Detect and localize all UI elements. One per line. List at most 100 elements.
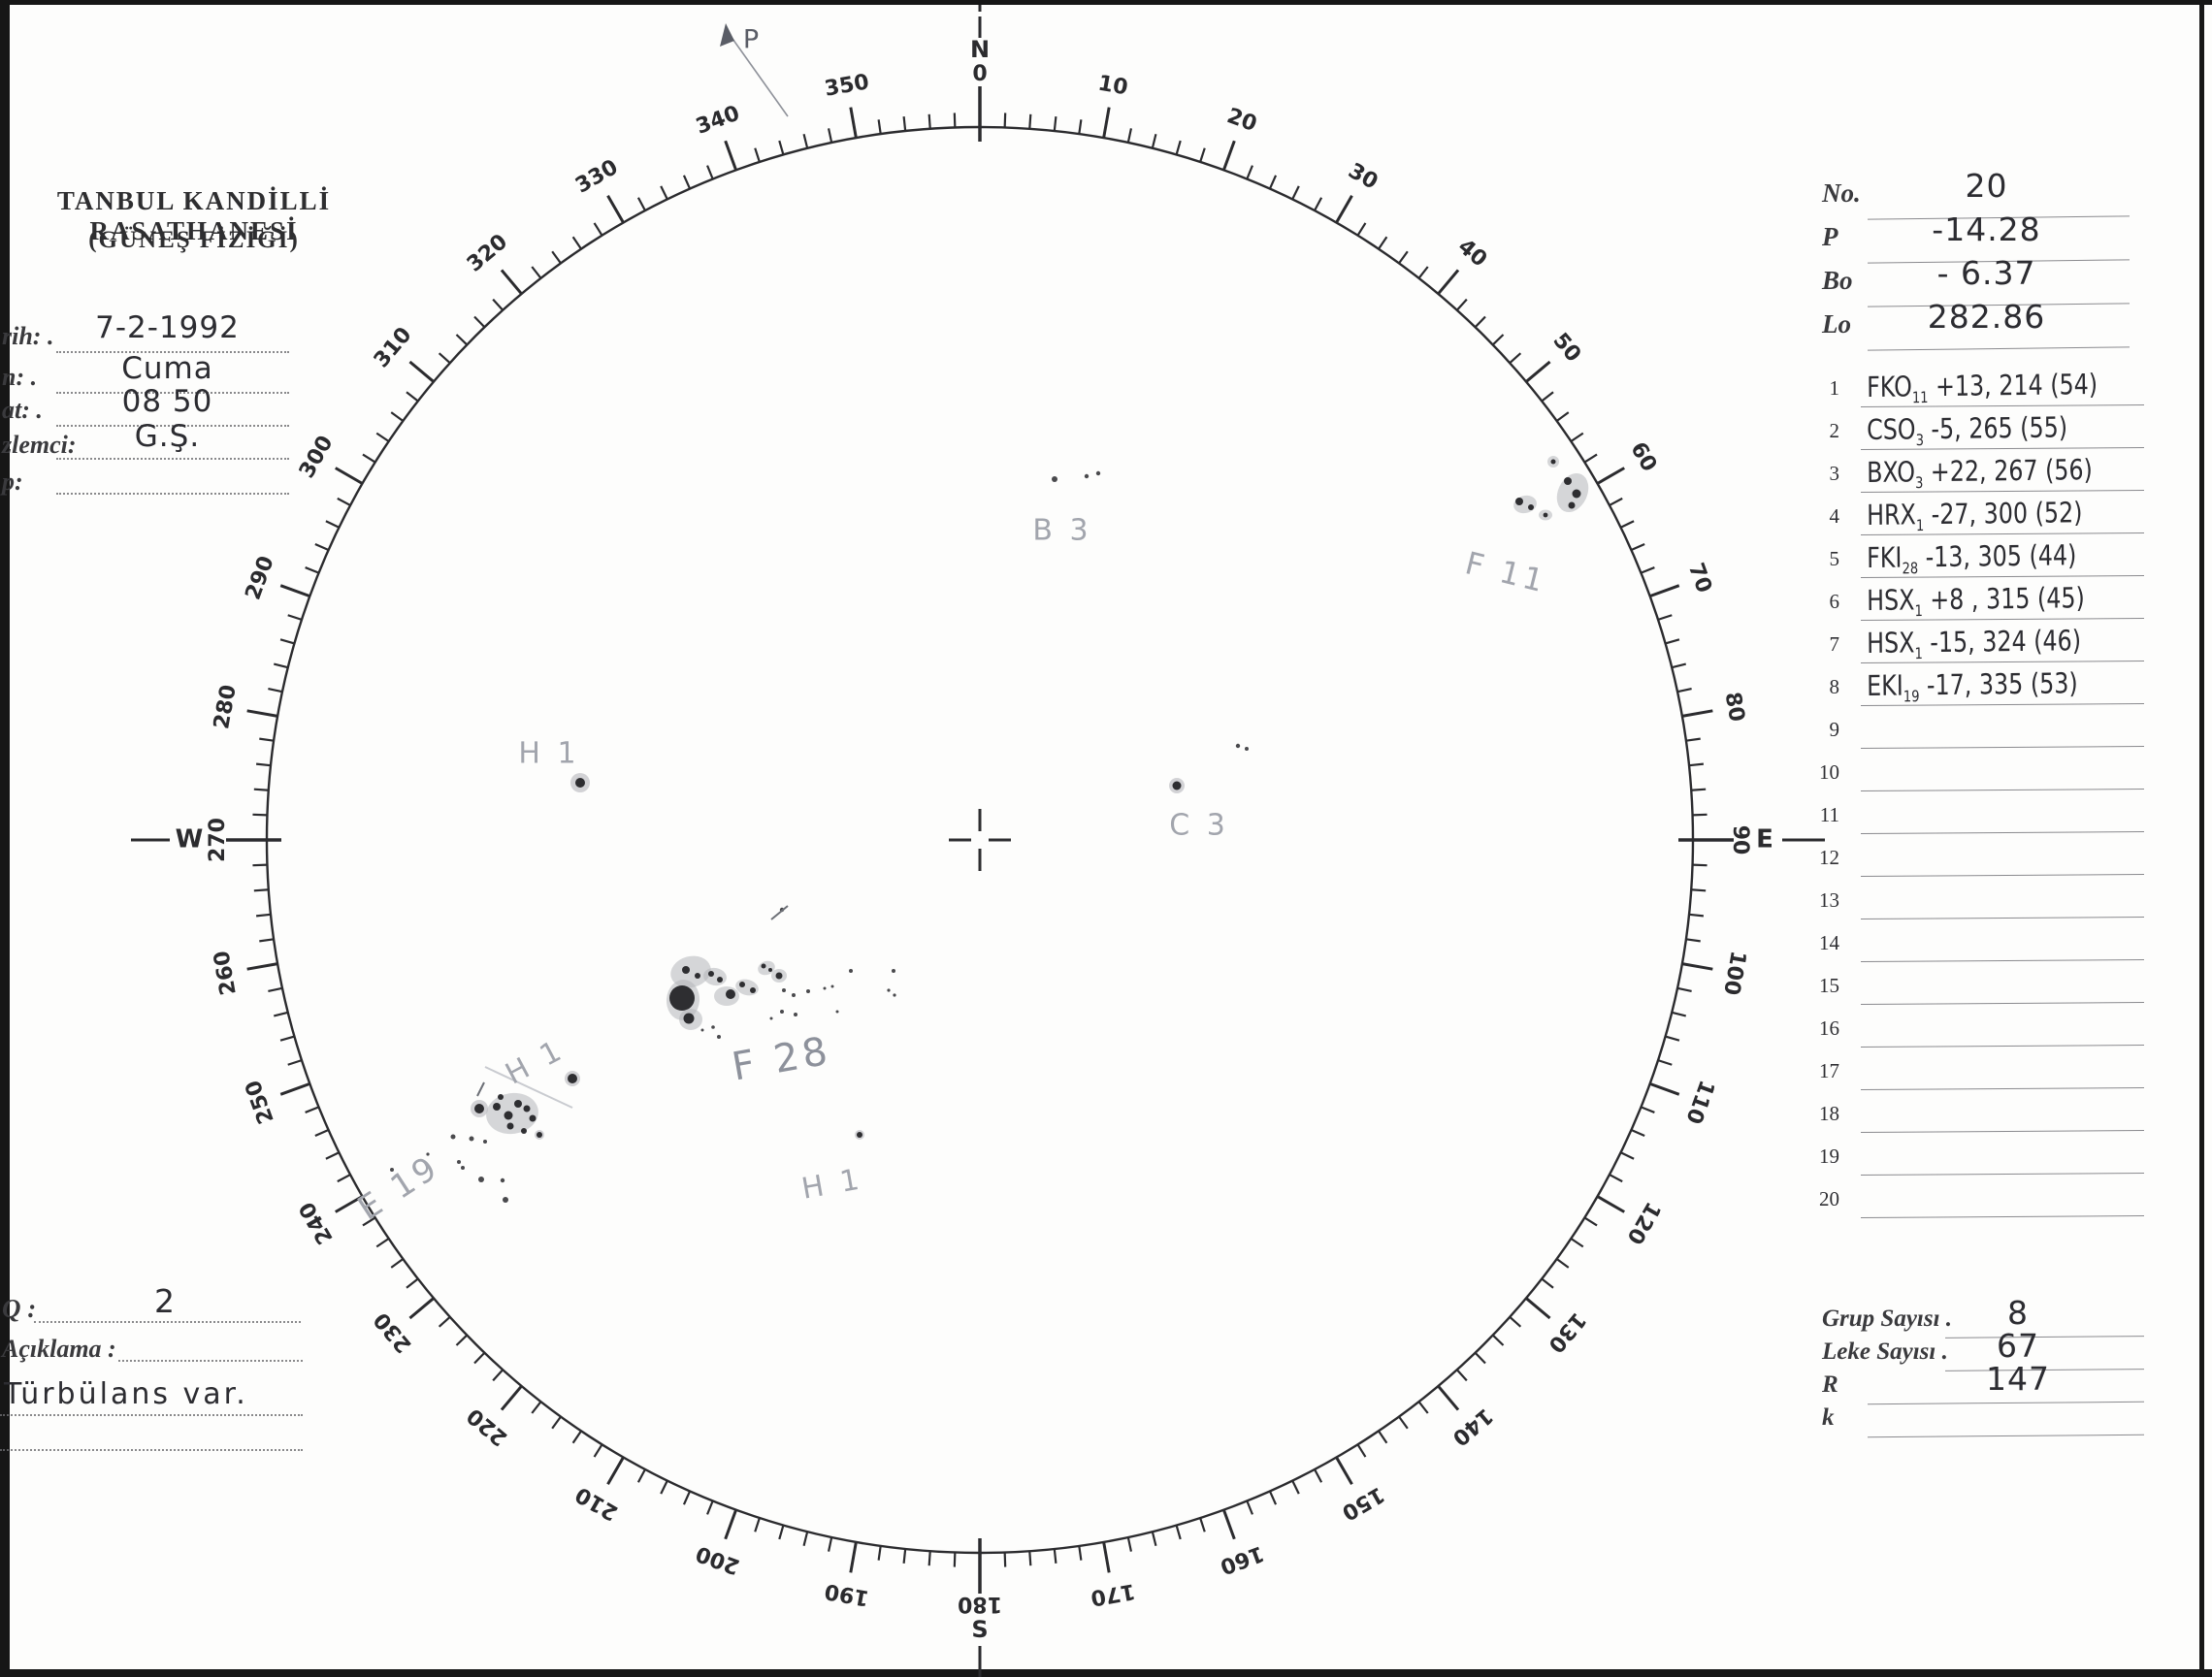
dial-minor-tick	[706, 1500, 714, 1515]
dial-minor-tick	[1378, 236, 1388, 250]
dial-minor-tick	[255, 762, 272, 767]
form-field-underline	[56, 493, 289, 495]
degree-label: 330	[571, 155, 622, 199]
form-field-label: zlemci:	[2, 431, 77, 459]
dial-minor-tick	[455, 334, 469, 346]
dial-minor-tick	[682, 175, 692, 189]
dial-minor-tick	[706, 165, 714, 179]
dial-minor-tick	[325, 520, 340, 529]
sunspot-penumbra	[1513, 495, 1537, 514]
scan-edge-bottom	[0, 1669, 2212, 1677]
sunspot-pore	[450, 1134, 456, 1140]
group-row-entry: FKO11 +13, 214 (54)	[1867, 367, 2098, 407]
group-row-entry: HSX1 +8 , 315 (45)	[1867, 581, 2085, 621]
dial-minor-tick	[255, 913, 272, 918]
dial-minor-tick	[877, 119, 882, 135]
dial-minor-tick	[325, 1151, 340, 1160]
dial-minor-tick	[279, 1035, 295, 1042]
dial-minor-tick	[927, 113, 931, 129]
sunspot-penumbra	[471, 1100, 488, 1117]
sunspot-umbra	[669, 985, 695, 1011]
sunspot-penumbra	[535, 1130, 544, 1140]
dial-minor-tick	[1541, 391, 1554, 403]
dial-minor-tick	[1570, 1238, 1584, 1248]
sunspot-group-label: C 3	[1169, 809, 1229, 843]
dial-major-tick	[246, 709, 278, 718]
sunspot-umbra	[1528, 504, 1534, 510]
dial-minor-tick	[406, 391, 419, 403]
sunspot-umbra	[523, 1105, 531, 1113]
dial-minor-tick	[682, 1491, 692, 1505]
sunspot-penumbra	[565, 1071, 580, 1086]
east-label: E	[1756, 825, 1773, 855]
dial-minor-tick	[268, 986, 283, 993]
sunspot-pore	[503, 1197, 508, 1203]
dial-major-tick	[1649, 1081, 1680, 1096]
sunspot-pore	[887, 988, 891, 992]
dial-minor-tick	[1126, 1536, 1133, 1552]
sunspot-umbra	[537, 1132, 542, 1138]
sunspot-penumbra	[1547, 456, 1559, 468]
totals-value: 67	[1997, 1327, 2039, 1365]
dial-minor-tick	[337, 1174, 351, 1183]
dial-minor-tick	[1151, 134, 1157, 149]
degree-label: 100	[1718, 949, 1750, 997]
sunspot-umbra	[529, 1114, 537, 1122]
sunspot-umbra	[739, 982, 745, 987]
totals-underline	[1868, 1401, 2144, 1405]
degree-label-270: 270	[206, 818, 230, 862]
degree-label: 340	[693, 102, 743, 140]
dial-major-tick	[1596, 1195, 1625, 1213]
dial-minor-tick	[778, 1525, 785, 1540]
dial-minor-tick	[492, 298, 504, 311]
group-row-number: 2	[1829, 419, 1840, 442]
dial-minor-tick	[362, 1216, 376, 1227]
dial-minor-tick	[754, 1517, 761, 1532]
south-label: S	[971, 1616, 988, 1643]
dial-minor-tick	[259, 938, 275, 943]
dial-minor-tick	[305, 566, 319, 574]
degree-label: 20	[1223, 104, 1259, 137]
dial-major-tick	[500, 269, 523, 295]
group-row-number: 14	[1819, 931, 1839, 954]
sunspot-group-H1-near-E19: H 1	[500, 1033, 569, 1092]
dial-minor-tick	[1053, 1548, 1057, 1564]
sunspot-pore	[780, 1010, 784, 1014]
aciklama-label: Açıklama :	[2, 1335, 116, 1363]
dial-major-tick	[1525, 1297, 1551, 1320]
dial-minor-tick	[827, 128, 833, 144]
group-row-number: 8	[1829, 675, 1840, 698]
group-row-entry: BXO3 +22, 267 (56)	[1867, 453, 2094, 493]
degree-label-180: 180	[958, 1592, 1002, 1616]
dial-minor-tick	[571, 1430, 582, 1444]
ephemeris-value: 282.86	[1927, 298, 2046, 336]
dial-minor-tick	[531, 1401, 542, 1414]
dial-minor-tick	[1583, 1216, 1598, 1227]
group-row-underline	[1861, 958, 2144, 963]
group-row-number: 9	[1829, 718, 1840, 741]
sunspot-umbra	[1550, 459, 1556, 465]
dial-minor-tick	[778, 140, 785, 155]
pencil-mark	[770, 905, 789, 920]
sunspot-pore	[711, 1025, 715, 1029]
group-row-entry: EKI19 -17, 335 (53)	[1867, 666, 2078, 706]
sunspot-pore	[1052, 476, 1057, 482]
group-row-underline	[1861, 873, 2144, 878]
degree-label: 230	[370, 1307, 417, 1357]
group-row-number: 4	[1829, 504, 1840, 528]
sunspot-penumbra	[1169, 778, 1185, 793]
degree-label: 320	[463, 230, 512, 277]
dial-minor-tick	[1474, 315, 1486, 329]
sunspot-penumbra	[714, 986, 739, 1006]
sunspot-penumbra	[679, 1009, 702, 1030]
group-row-underline	[1861, 1172, 2144, 1177]
group-row-underline	[1861, 745, 2144, 750]
sunspot-umbra	[761, 963, 766, 969]
dial-minor-tick	[1665, 1035, 1680, 1042]
dial-major-tick	[408, 360, 435, 383]
p-arrow-line	[725, 28, 789, 117]
dial-minor-tick	[902, 115, 907, 132]
dial-minor-tick	[337, 497, 351, 506]
form-field-underline	[56, 458, 289, 460]
sunspot-pore	[483, 1140, 487, 1144]
